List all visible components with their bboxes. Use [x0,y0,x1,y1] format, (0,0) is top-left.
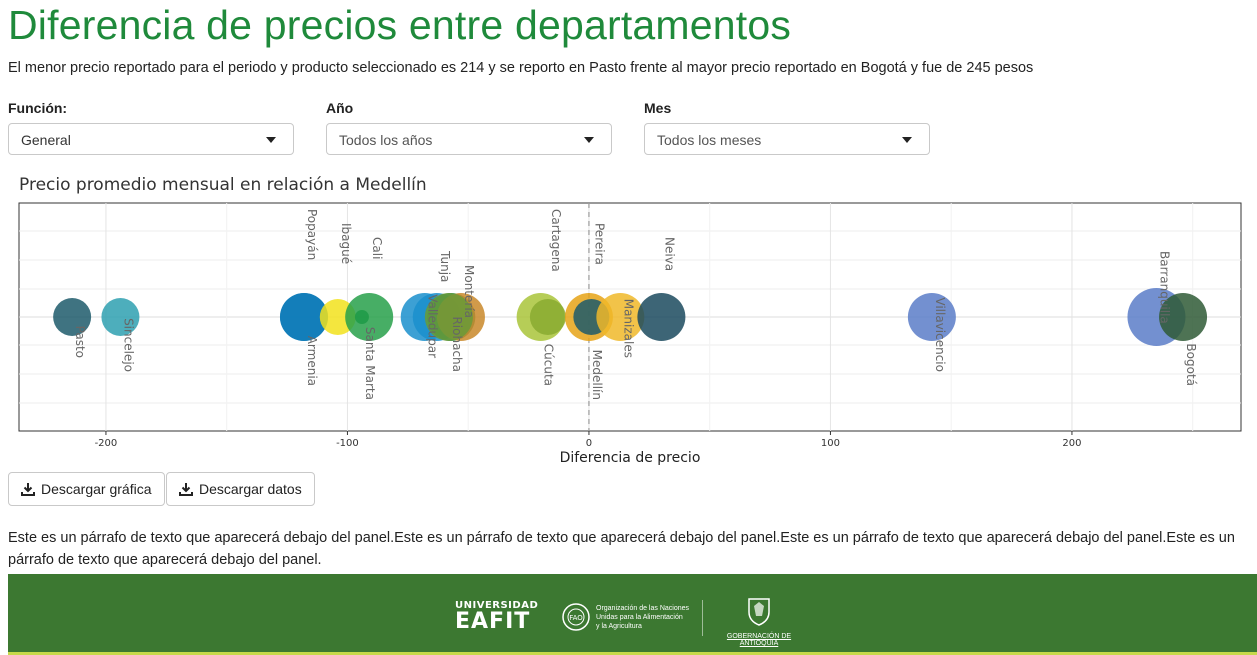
point-ibagué[interactable] [319,299,356,335]
x-tick-label: -100 [336,438,359,449]
point-label: Cali [370,237,384,259]
fao-line-2: Unidas para la Alimentación [596,613,683,621]
point-label: Cúcuta [542,344,556,386]
antioquia-shield-icon [748,598,770,626]
eafit-logo-name: EAFIT [455,609,531,634]
gobernacion-logo: GOBERNACIÓN DE ANTIOQUIA [708,596,810,647]
chart-title: Precio promedio mensual en relación a Me… [19,175,427,195]
body-paragraph: Este es un párrafo de texto que aparecer… [8,530,1235,568]
grid [19,203,1241,431]
funcion-select-value: General [21,132,71,148]
download-icon [179,483,193,496]
download-chart-button[interactable]: Descargar gráfica [8,472,165,506]
footer-divider [702,600,703,636]
point-label: Popayán [305,209,319,260]
x-axis-label: Diferencia de precio [560,450,701,466]
download-icon [21,483,35,496]
point-label: Manizales [621,299,635,358]
mes-label: Mes [644,100,672,116]
download-data-button[interactable]: Descargar datos [166,472,315,506]
eafit-logo: UNIVERSIDAD EAFIT [455,600,538,634]
eafit-logo-top: UNIVERSIDAD [455,600,539,611]
data-points [53,288,1208,346]
fao-line-1: Organización de las Naciones [596,604,689,612]
anio-select-value: Todos los años [339,132,433,148]
point-label: Barranquilla [1157,251,1171,324]
point-label: Santa Marta [363,327,377,400]
point-pasto[interactable] [53,298,92,336]
point-label: Sincelejo [121,318,135,372]
fao-line-3: y la Agricultura [596,622,642,630]
footer-accent-bar [8,652,1257,655]
point-villavicencio[interactable] [907,293,956,341]
mes-select-value: Todos los meses [657,132,762,148]
point-manizales[interactable] [596,293,645,341]
point-sincelejo[interactable] [101,298,140,336]
download-chart-label: Descargar gráfica [41,481,152,497]
point-label: Riohacha [450,316,464,372]
svg-text:FAO: FAO [569,614,583,622]
point-label: Medellín [590,350,604,400]
mes-select[interactable]: Todos los meses [644,123,930,155]
fao-emblem-icon: FAO [562,603,590,631]
point-cali[interactable] [345,293,394,341]
point-neiva[interactable] [637,293,686,341]
x-tick-label: 200 [1062,438,1081,449]
point-label: Tunja [438,250,452,282]
point-bogotá[interactable] [1159,293,1208,341]
point-label: Armenia [305,336,319,386]
point-label: Bogotá [1184,343,1198,386]
x-tick-label: -200 [95,438,118,449]
price-summary-text: El menor precio reportado para el period… [8,60,1034,76]
x-tick-label: 100 [821,438,840,449]
anio-label: Año [326,100,354,116]
point-label: Ibagué [339,223,353,264]
chevron-down-icon [584,137,594,143]
point-riohacha[interactable] [424,293,473,341]
point-label: Pereira [592,223,606,265]
fao-logo: FAO Organización de las Naciones Unidas … [561,602,689,632]
funcion-select[interactable]: General [8,123,294,155]
point-cartagena[interactable] [529,299,566,335]
anio-select[interactable]: Todos los años [326,123,612,155]
point-label: Neiva [662,237,676,271]
point-santa-marta[interactable] [354,310,369,324]
point-label: Cartagena [549,209,563,272]
funcion-label: Función: [8,100,68,116]
chevron-down-icon [266,137,276,143]
gobernacion-label: GOBERNACIÓN DE ANTIOQUIA [726,633,792,647]
point-labels: Pasto Sincelejo Armenia Popayán Ibagué Cali Sa… [73,209,1198,400]
download-data-label: Descargar datos [199,481,302,497]
x-tick-label: 0 [586,438,592,449]
point-label: Villavicencio [933,297,947,372]
point-label: Valledupar [426,294,440,358]
point-label: Pasto [73,326,87,358]
point-popayán[interactable] [279,293,328,341]
price-difference-chart: -200 -100 0 100 200 Pasto Sincelejo Armenia Pop… [18,202,1242,466]
footer: UNIVERSIDAD EAFIT FAO Organización de la… [8,574,1257,655]
chevron-down-icon [902,137,912,143]
point-label: Montería [462,265,476,318]
page-title: Diferencia de precios entre departamento… [8,2,792,48]
x-axis: -200 -100 0 100 200 [95,431,1081,449]
